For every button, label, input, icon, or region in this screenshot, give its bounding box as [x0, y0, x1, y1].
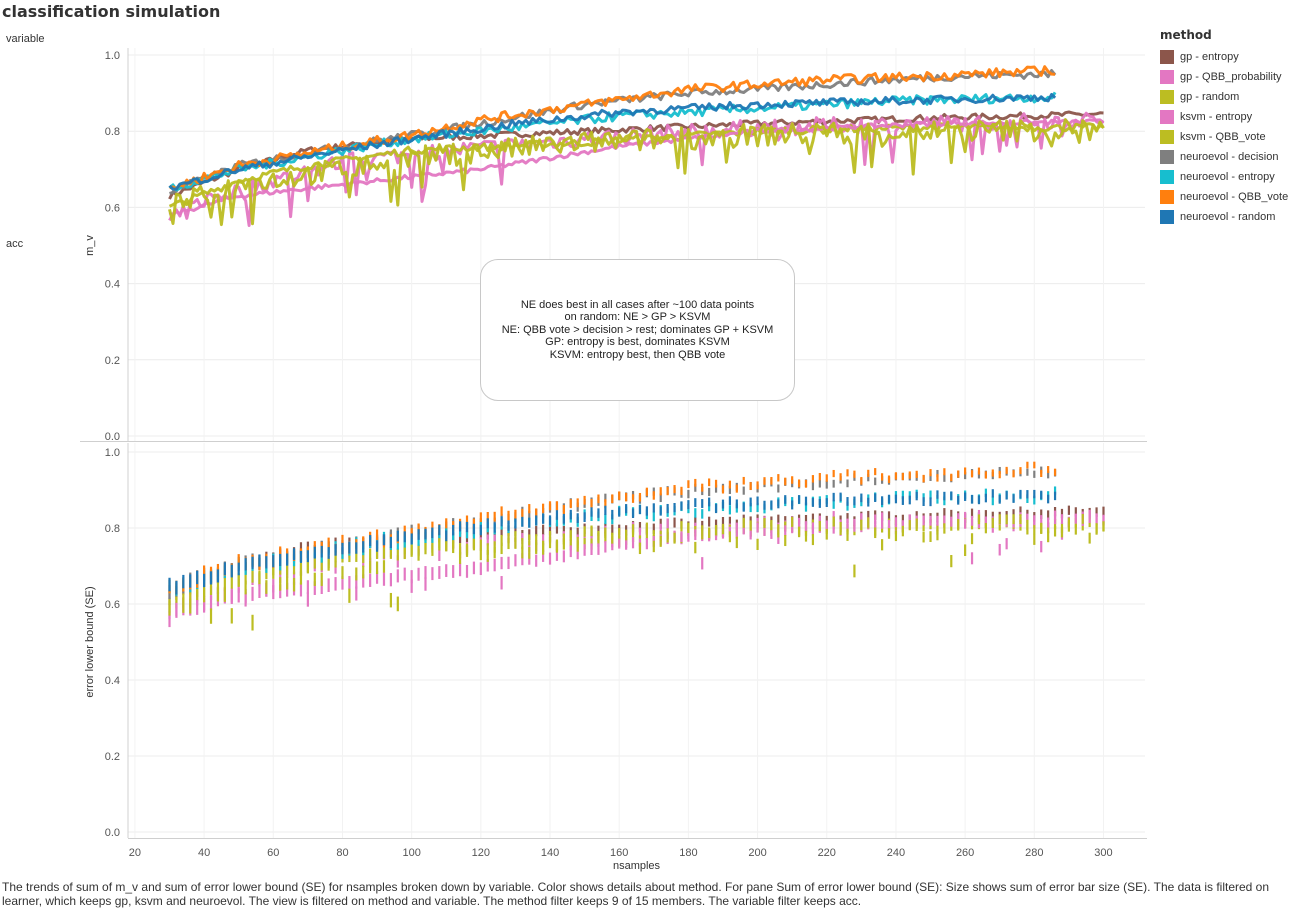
- x-tick-label: 180: [679, 847, 697, 859]
- x-tick-label: 260: [956, 847, 974, 859]
- x-tick-label: 160: [610, 847, 628, 859]
- chart-svg: 0.0 0.2 0.4 0.6 0.8 1.0 m_v 0.0 0.2 0.4 0.6 0.8 1.0 e…: [80, 48, 1147, 872]
- legend-label: ksvm - QBB_vote: [1180, 131, 1266, 143]
- legend-label: neuroevol - random: [1180, 211, 1276, 223]
- variable-header: variable: [6, 33, 45, 45]
- y-tick-label: 0.6: [105, 202, 120, 214]
- x-tick-label: 280: [1025, 847, 1043, 859]
- y-axis-label: m_v: [84, 235, 96, 256]
- legend-swatch: [1160, 210, 1174, 224]
- legend-swatch: [1160, 190, 1174, 204]
- legend: method gp - entropy gp - QBB_probability…: [1160, 28, 1288, 227]
- legend-swatch: [1160, 70, 1174, 84]
- legend-label: gp - random: [1180, 91, 1240, 103]
- x-tick-label: 300: [1094, 847, 1112, 859]
- legend-swatch: [1160, 110, 1174, 124]
- x-tick-label: 220: [818, 847, 836, 859]
- annotation-line: GP: entropy is best, dominates KSVM: [545, 336, 730, 349]
- y-tick-label: 0.4: [105, 675, 120, 687]
- series-line: [168, 91, 1057, 192]
- legend-label: gp - entropy: [1180, 51, 1239, 63]
- y-tick-label: 0.4: [105, 279, 120, 291]
- caption: The trends of sum of m_v and sum of erro…: [2, 880, 1270, 908]
- legend-swatch: [1160, 150, 1174, 164]
- legend-item[interactable]: neuroevol - random: [1160, 207, 1288, 227]
- legend-item[interactable]: gp - random: [1160, 87, 1288, 107]
- y-tick-label: 0.2: [105, 751, 120, 763]
- y-tick-label: 0.6: [105, 599, 120, 611]
- legend-label: ksvm - entropy: [1180, 111, 1253, 123]
- x-tick-label: 140: [541, 847, 559, 859]
- x-tick-label: 120: [472, 847, 490, 859]
- series-line: [169, 65, 1056, 191]
- x-tick-label: 100: [402, 847, 420, 859]
- x-tick-label: 200: [748, 847, 766, 859]
- row-label-acc: acc: [6, 238, 24, 250]
- annotation-box[interactable]: NE does best in all cases after ~100 dat…: [480, 259, 795, 401]
- x-tick-label: 40: [198, 847, 210, 859]
- legend-item[interactable]: neuroevol - decision: [1160, 147, 1288, 167]
- y-tick-label: 0.0: [105, 827, 120, 839]
- x-tick-label: 80: [336, 847, 348, 859]
- legend-item[interactable]: gp - QBB_probability: [1160, 67, 1288, 87]
- legend-swatch: [1160, 50, 1174, 64]
- legend-swatch: [1160, 90, 1174, 104]
- page-title: classification simulation: [2, 2, 221, 21]
- y-tick-label: 0.2: [105, 355, 120, 367]
- annotation-line: NE: QBB vote > decision > rest; dominate…: [501, 323, 774, 336]
- legend-item[interactable]: neuroevol - QBB_vote: [1160, 187, 1288, 207]
- legend-item[interactable]: gp - entropy: [1160, 47, 1288, 67]
- annotation-line: KSVM: entropy best, then QBB vote: [549, 348, 726, 361]
- series-line: [168, 118, 1105, 227]
- legend-label: gp - QBB_probability: [1180, 71, 1282, 83]
- y-tick-label: 0.0: [105, 431, 120, 443]
- y-tick-label: 0.8: [105, 126, 120, 138]
- legend-item[interactable]: ksvm - QBB_vote: [1160, 127, 1288, 147]
- y-tick-label: 1.0: [105, 50, 120, 62]
- y-axis-label: error lower bound (SE): [84, 586, 96, 697]
- legend-swatch: [1160, 130, 1174, 144]
- legend-label: neuroevol - QBB_vote: [1180, 191, 1289, 203]
- x-tick-label: 20: [129, 847, 141, 859]
- annotation-line: NE does best in all cases after ~100 dat…: [520, 298, 755, 311]
- legend-label: neuroevol - entropy: [1180, 171, 1275, 183]
- annotation-line: on random: NE > GP > KSVM: [564, 311, 711, 324]
- y-tick-label: 1.0: [105, 447, 120, 459]
- legend-title: method: [1160, 28, 1212, 42]
- legend-item[interactable]: neuroevol - entropy: [1160, 167, 1288, 187]
- y-tick-label: 0.8: [105, 523, 120, 535]
- x-tick-label: 240: [887, 847, 905, 859]
- x-axis-label: nsamples: [613, 860, 661, 872]
- legend-item[interactable]: ksvm - entropy: [1160, 107, 1288, 127]
- series-line: [168, 92, 1057, 191]
- x-tick-label: 60: [267, 847, 279, 859]
- legend-label: neuroevol - decision: [1180, 151, 1279, 163]
- legend-swatch: [1160, 170, 1174, 184]
